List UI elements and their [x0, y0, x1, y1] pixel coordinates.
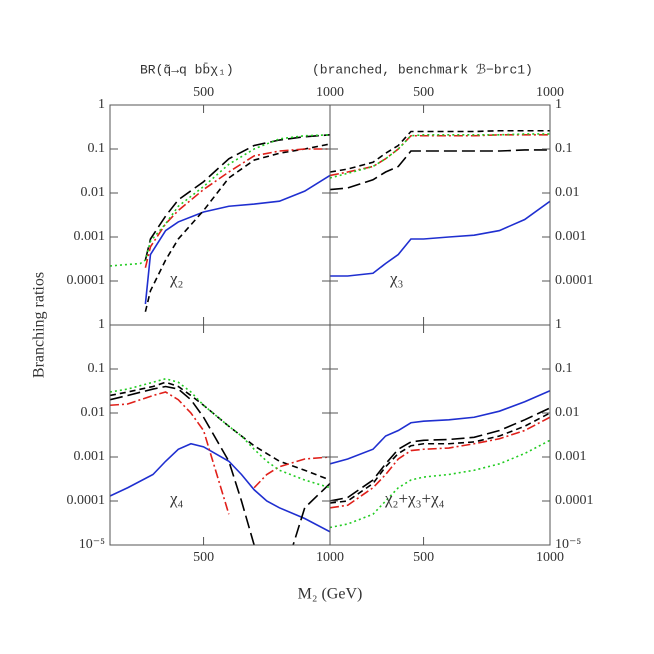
data-line [110, 381, 330, 481]
panel-label: χ₂ [169, 269, 183, 288]
data-line [110, 377, 330, 489]
panel-label: χ₃ [389, 269, 404, 288]
x-tick-label: 1000 [316, 85, 344, 100]
y-tick-label: 0.01 [81, 405, 106, 420]
y-tick-label: 0.0001 [67, 273, 106, 288]
x-tick-label: 500 [193, 85, 214, 100]
data-line [253, 456, 330, 489]
data-line [144, 148, 330, 268]
y-tick-label: 0.1 [555, 361, 573, 376]
y-tick-label: 1 [98, 97, 105, 112]
data-line [110, 442, 330, 533]
data-line [330, 129, 550, 173]
data-line [330, 407, 550, 502]
data-line [330, 439, 550, 529]
y-tick-label: 0.1 [88, 361, 106, 376]
x-tick-label: 500 [193, 550, 214, 565]
data-line [330, 200, 550, 277]
data-line [110, 134, 330, 267]
data-line [330, 133, 550, 179]
x-axis-label: M₂ (GeV) [298, 586, 363, 603]
chart-title: BR(q̃→q bb̄χ₁) [140, 62, 234, 77]
data-line [292, 482, 330, 545]
y-tick-label: 0.001 [74, 449, 106, 464]
plot-area [330, 129, 550, 277]
data-line [110, 385, 255, 545]
x-tick-label: 1000 [536, 550, 564, 565]
x-tick-label: 500 [413, 550, 434, 565]
y-tick-label: 0.0001 [555, 273, 594, 288]
y-tick-label: 0.01 [81, 185, 106, 200]
panel-label: χ₂+χ₃+χ₄ [384, 489, 445, 508]
panel-frame [329, 104, 551, 326]
data-line [330, 149, 550, 191]
y-tick-label: 0.001 [555, 229, 587, 244]
y-tick-label: 0.001 [555, 449, 587, 464]
data-line [330, 416, 550, 509]
data-line [144, 134, 330, 261]
chart-subtitle: (branched, benchmark ℬ−brc1) [312, 62, 533, 77]
panel-label: χ₄ [169, 489, 184, 508]
y-tick-label: 0.01 [555, 185, 580, 200]
x-tick-label: 500 [413, 85, 434, 100]
y-tick-label: 0.001 [74, 229, 106, 244]
data-line [144, 174, 330, 305]
y-axis-label: Branching ratios [31, 272, 48, 378]
panel-frame [109, 324, 331, 546]
y-tick-label: 1 [555, 317, 562, 332]
plot-area [110, 377, 330, 545]
y-tick-label: 1 [98, 317, 105, 332]
y-tick-label: 0.0001 [555, 493, 594, 508]
data-line [330, 412, 550, 504]
y-tick-label: 10⁻⁵ [555, 537, 581, 552]
y-tick-label: 1 [555, 97, 562, 112]
plot-area [330, 390, 550, 529]
plot-area [110, 134, 330, 312]
data-line [110, 391, 230, 515]
panel-frame [329, 324, 551, 546]
data-line [330, 134, 550, 177]
y-tick-label: 0.0001 [67, 493, 106, 508]
y-tick-label: 0.1 [88, 141, 106, 156]
y-tick-label: 0.1 [555, 141, 573, 156]
y-tick-label: 0.01 [555, 405, 580, 420]
x-tick-label: 1000 [536, 85, 564, 100]
data-line [330, 390, 550, 465]
y-tick-label: 10⁻⁵ [79, 537, 105, 552]
x-tick-label: 1000 [316, 550, 344, 565]
